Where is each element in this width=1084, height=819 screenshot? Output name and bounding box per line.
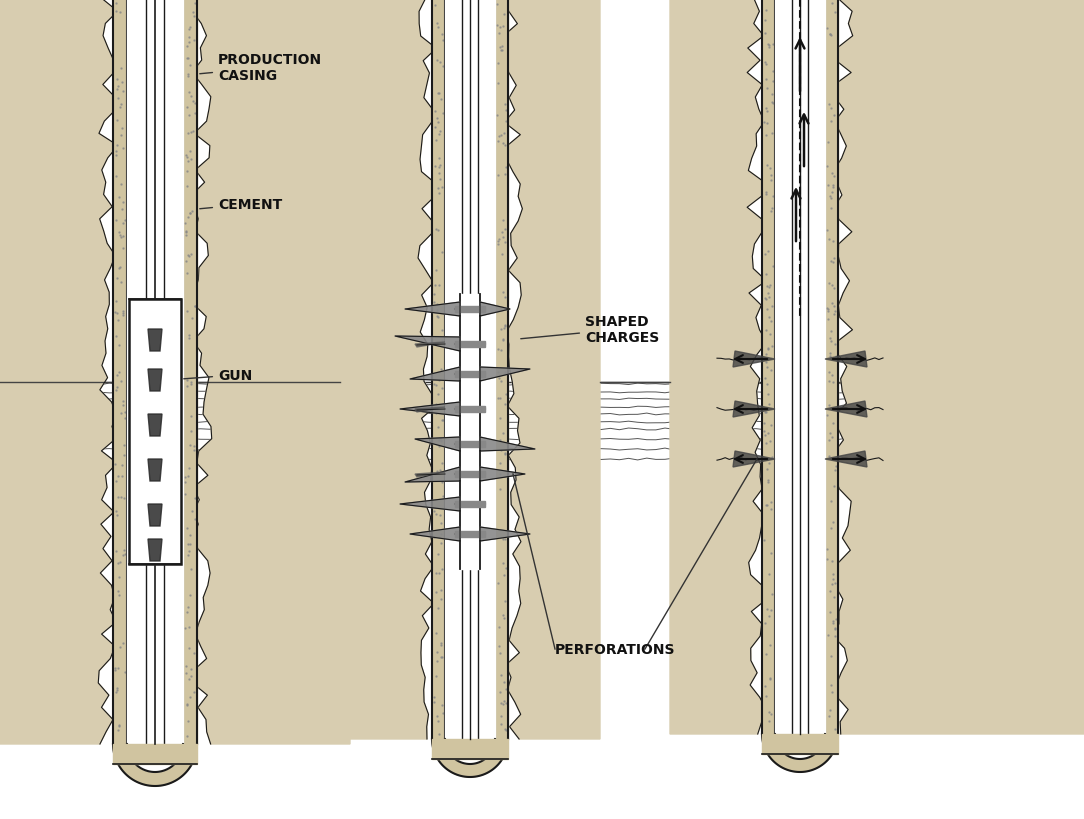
Text: GUN: GUN (184, 369, 253, 382)
Polygon shape (149, 540, 162, 561)
Polygon shape (149, 505, 162, 527)
Polygon shape (410, 368, 460, 382)
Polygon shape (834, 0, 1084, 734)
Polygon shape (129, 300, 181, 564)
Polygon shape (455, 306, 485, 313)
Polygon shape (480, 303, 509, 317)
Polygon shape (825, 451, 867, 468)
Text: PERFORATIONS: PERFORATIONS (555, 642, 675, 656)
Polygon shape (113, 744, 197, 764)
Polygon shape (400, 497, 460, 511)
Text: CEMENT: CEMENT (199, 197, 282, 212)
Polygon shape (762, 734, 838, 754)
Polygon shape (433, 739, 508, 777)
Polygon shape (775, 0, 825, 734)
Polygon shape (455, 406, 485, 413)
Polygon shape (395, 337, 460, 351)
Polygon shape (670, 0, 766, 734)
Polygon shape (149, 459, 162, 482)
Polygon shape (762, 734, 838, 772)
Polygon shape (433, 739, 508, 759)
Polygon shape (410, 527, 460, 541)
Polygon shape (415, 408, 446, 413)
Polygon shape (455, 441, 485, 447)
Polygon shape (825, 401, 867, 418)
Polygon shape (446, 0, 495, 739)
Polygon shape (192, 0, 350, 744)
Polygon shape (455, 532, 485, 537)
Text: SHAPED
CHARGES: SHAPED CHARGES (520, 314, 659, 345)
Polygon shape (127, 0, 183, 744)
Polygon shape (455, 342, 485, 347)
Polygon shape (733, 401, 775, 418)
Polygon shape (400, 402, 460, 417)
Polygon shape (733, 351, 775, 368)
Polygon shape (480, 527, 530, 541)
Polygon shape (733, 451, 775, 468)
Bar (129, 300, 181, 564)
Polygon shape (149, 369, 162, 391)
Polygon shape (405, 303, 460, 317)
Polygon shape (455, 501, 485, 508)
Polygon shape (405, 468, 460, 482)
Polygon shape (127, 744, 183, 772)
Polygon shape (149, 414, 162, 437)
Polygon shape (503, 0, 601, 739)
Polygon shape (415, 437, 460, 451)
Polygon shape (0, 0, 118, 744)
Polygon shape (825, 351, 867, 368)
Polygon shape (460, 295, 480, 569)
Polygon shape (415, 342, 446, 347)
Text: PRODUCTION
CASING: PRODUCTION CASING (199, 53, 322, 83)
Polygon shape (480, 437, 535, 451)
Polygon shape (762, 0, 838, 734)
Polygon shape (480, 368, 530, 382)
Polygon shape (415, 473, 446, 477)
Polygon shape (455, 372, 485, 378)
Polygon shape (446, 739, 495, 764)
Polygon shape (113, 0, 197, 744)
Polygon shape (340, 0, 436, 739)
Polygon shape (113, 744, 197, 786)
Polygon shape (149, 329, 162, 351)
Polygon shape (775, 734, 825, 759)
Polygon shape (433, 0, 508, 739)
Polygon shape (455, 472, 485, 477)
Polygon shape (480, 468, 525, 482)
